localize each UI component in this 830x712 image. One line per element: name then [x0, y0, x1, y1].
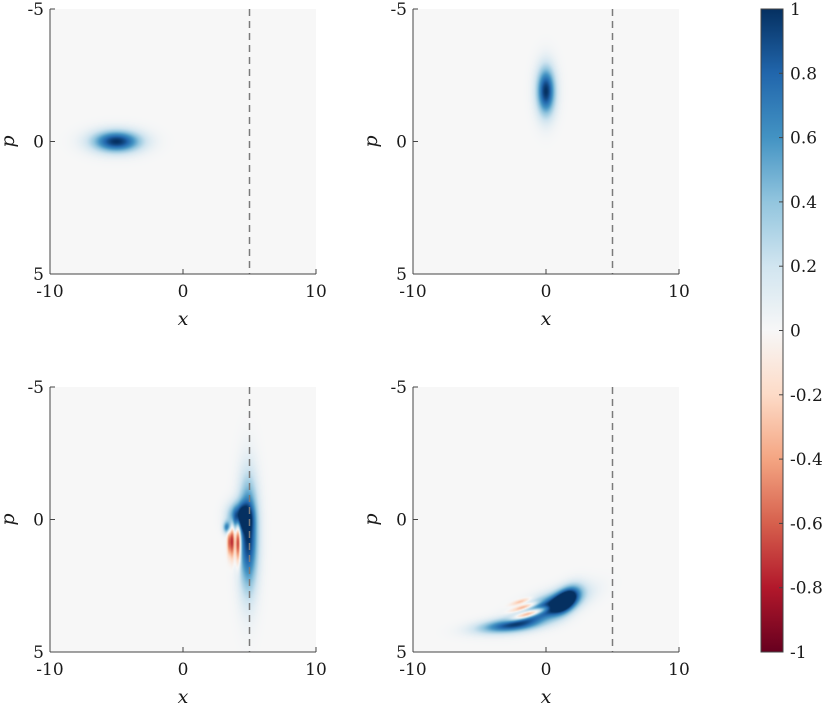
y-tick-label: 0: [396, 133, 407, 153]
x-tick-label: 10: [668, 660, 690, 680]
x-axis-label: x: [541, 686, 552, 708]
y-tick-label: 5: [33, 265, 44, 285]
x-axis-label: x: [178, 308, 189, 330]
y-axis-label: p: [360, 513, 382, 525]
y-tick-label: 0: [396, 511, 407, 531]
y-tick-label: 5: [396, 643, 407, 663]
colorbar-tick-label: 0.4: [790, 193, 817, 213]
colorbar-tick-label: 0.2: [790, 257, 817, 277]
y-tick-label: -5: [390, 0, 407, 20]
y-tick-label: -5: [27, 378, 44, 398]
y-tick-label: -5: [390, 378, 407, 398]
colorbar-tick-label: -1: [790, 643, 807, 663]
x-tick-label: 10: [668, 282, 690, 302]
heatmap-field: [50, 387, 316, 652]
x-tick-label: 10: [305, 660, 327, 680]
x-tick-label: 0: [541, 660, 552, 680]
heatmap-field: [413, 387, 679, 652]
x-axis-label: x: [178, 686, 189, 708]
x-tick-label: -10: [36, 660, 63, 680]
y-tick-label: 5: [396, 265, 407, 285]
colorbar-tick-label: -0.4: [790, 450, 823, 470]
heatmap-field: [413, 9, 679, 274]
x-tick-label: -10: [399, 282, 426, 302]
panel-1: -10 0 10 -5 0 5 x p: [0, 0, 327, 330]
panel-3: -10 0 10 -5 0 5 x p: [0, 378, 327, 708]
x-tick-label: -10: [36, 282, 63, 302]
x-tick-label: 0: [541, 282, 552, 302]
x-tick-label: 10: [305, 282, 327, 302]
colorbar-tick-label: -0.2: [790, 386, 823, 406]
colorbar-tick-label: -0.8: [790, 579, 823, 599]
y-axis-label: p: [360, 135, 382, 147]
panels-group: -10 0 10 -5 0 5 x p -10 0 10 -5 0 5 x p -10 0 10 -5 0 5 x p -10 0…: [0, 0, 690, 708]
colorbar-tick-label: 0.8: [790, 64, 817, 84]
panel-2: -10 0 10 -5 0 5 x p: [360, 0, 690, 330]
colorbar-tick-label: 0.6: [790, 129, 817, 149]
y-tick-label: -5: [27, 0, 44, 20]
x-axis-label: x: [541, 308, 552, 330]
y-axis-label: p: [0, 513, 19, 525]
colorbar-tick-label: -0.6: [790, 514, 823, 534]
colorbar-tick-label: 1: [790, 0, 801, 20]
y-tick-label: 5: [33, 643, 44, 663]
heatmap-field: [50, 9, 316, 274]
x-tick-label: 0: [178, 282, 189, 302]
y-axis-label: p: [0, 135, 19, 147]
colorbar: 1 0.8 0.6 0.4 0.2 0 -0.2 -0.4 -0.6 -0.8 -1: [760, 0, 823, 663]
y-tick-label: 0: [33, 133, 44, 153]
x-tick-label: 0: [178, 660, 189, 680]
y-tick-label: 0: [33, 511, 44, 531]
x-tick-label: -10: [399, 660, 426, 680]
panel-4: -10 0 10 -5 0 5 x p: [360, 378, 690, 708]
colorbar-tick-label: 0: [790, 322, 801, 342]
